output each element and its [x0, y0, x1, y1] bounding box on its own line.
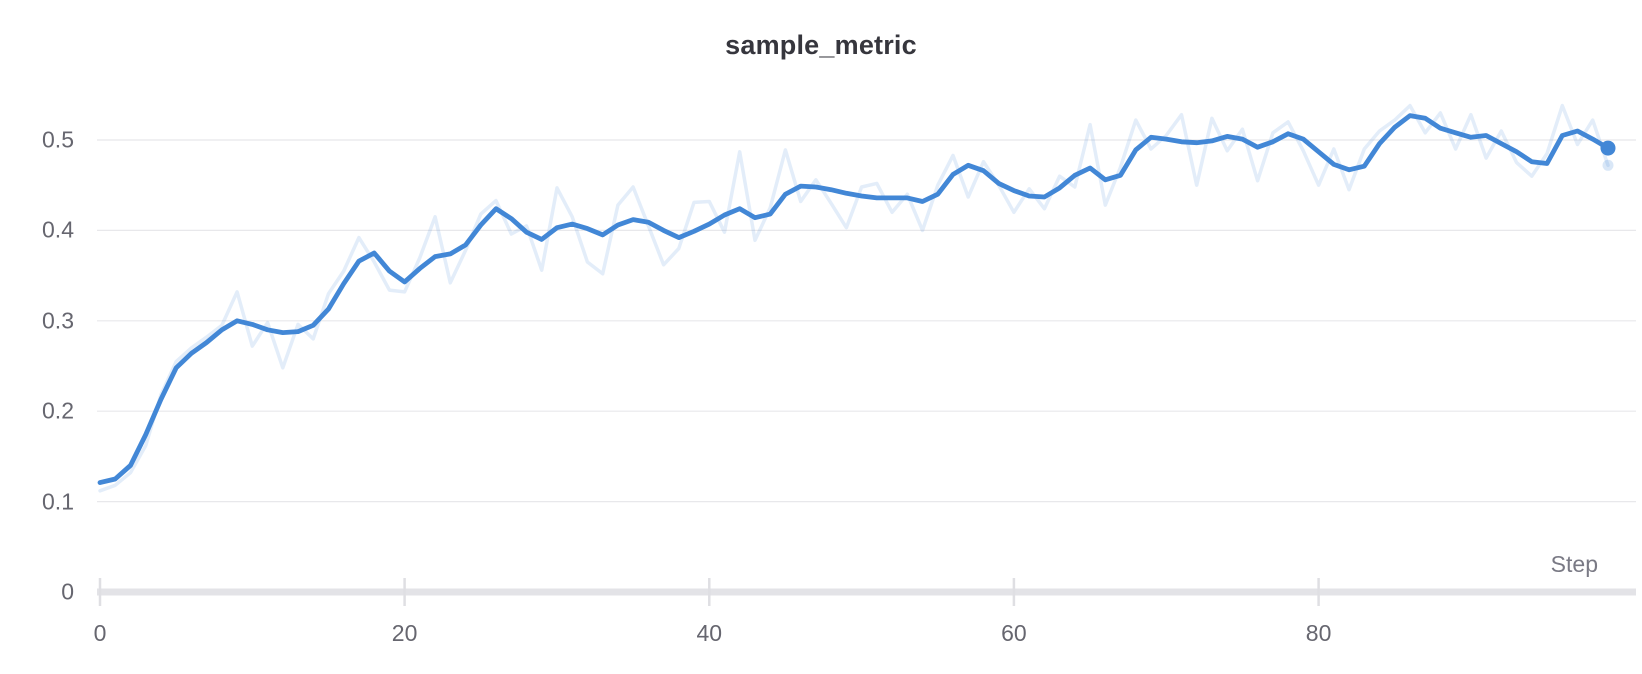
x-tick-label-40: 40	[696, 620, 723, 646]
x-axis-title: Step	[1550, 551, 1598, 577]
y-tick-label-0.3: 0.3	[42, 307, 74, 334]
x-tick-label-0: 0	[93, 620, 107, 646]
y-tick-label-0.4: 0.4	[42, 216, 74, 243]
y-tick-label-0.1: 0.1	[42, 488, 74, 515]
y-tick-label-0.2: 0.2	[42, 397, 74, 424]
series-lines	[97, 103, 1611, 493]
endpoint-dot-raw	[1602, 159, 1614, 171]
chart-title: sample_metric	[725, 30, 917, 60]
run-line-smoothed	[97, 113, 1611, 486]
endpoint-dots	[1600, 140, 1616, 171]
run-line-raw	[98, 103, 1610, 493]
y-tick-label-0: 0	[61, 578, 74, 605]
y-tick-label-0.5: 0.5	[42, 126, 74, 153]
x-tick-label-80: 80	[1305, 620, 1332, 646]
gridlines	[97, 139, 1636, 503]
x-axis-tick-marks	[98, 578, 1320, 606]
endpoint-dot-smoothed	[1600, 140, 1616, 156]
x-tick-label-60: 60	[1001, 620, 1027, 646]
x-tick-label-20: 20	[391, 620, 418, 646]
